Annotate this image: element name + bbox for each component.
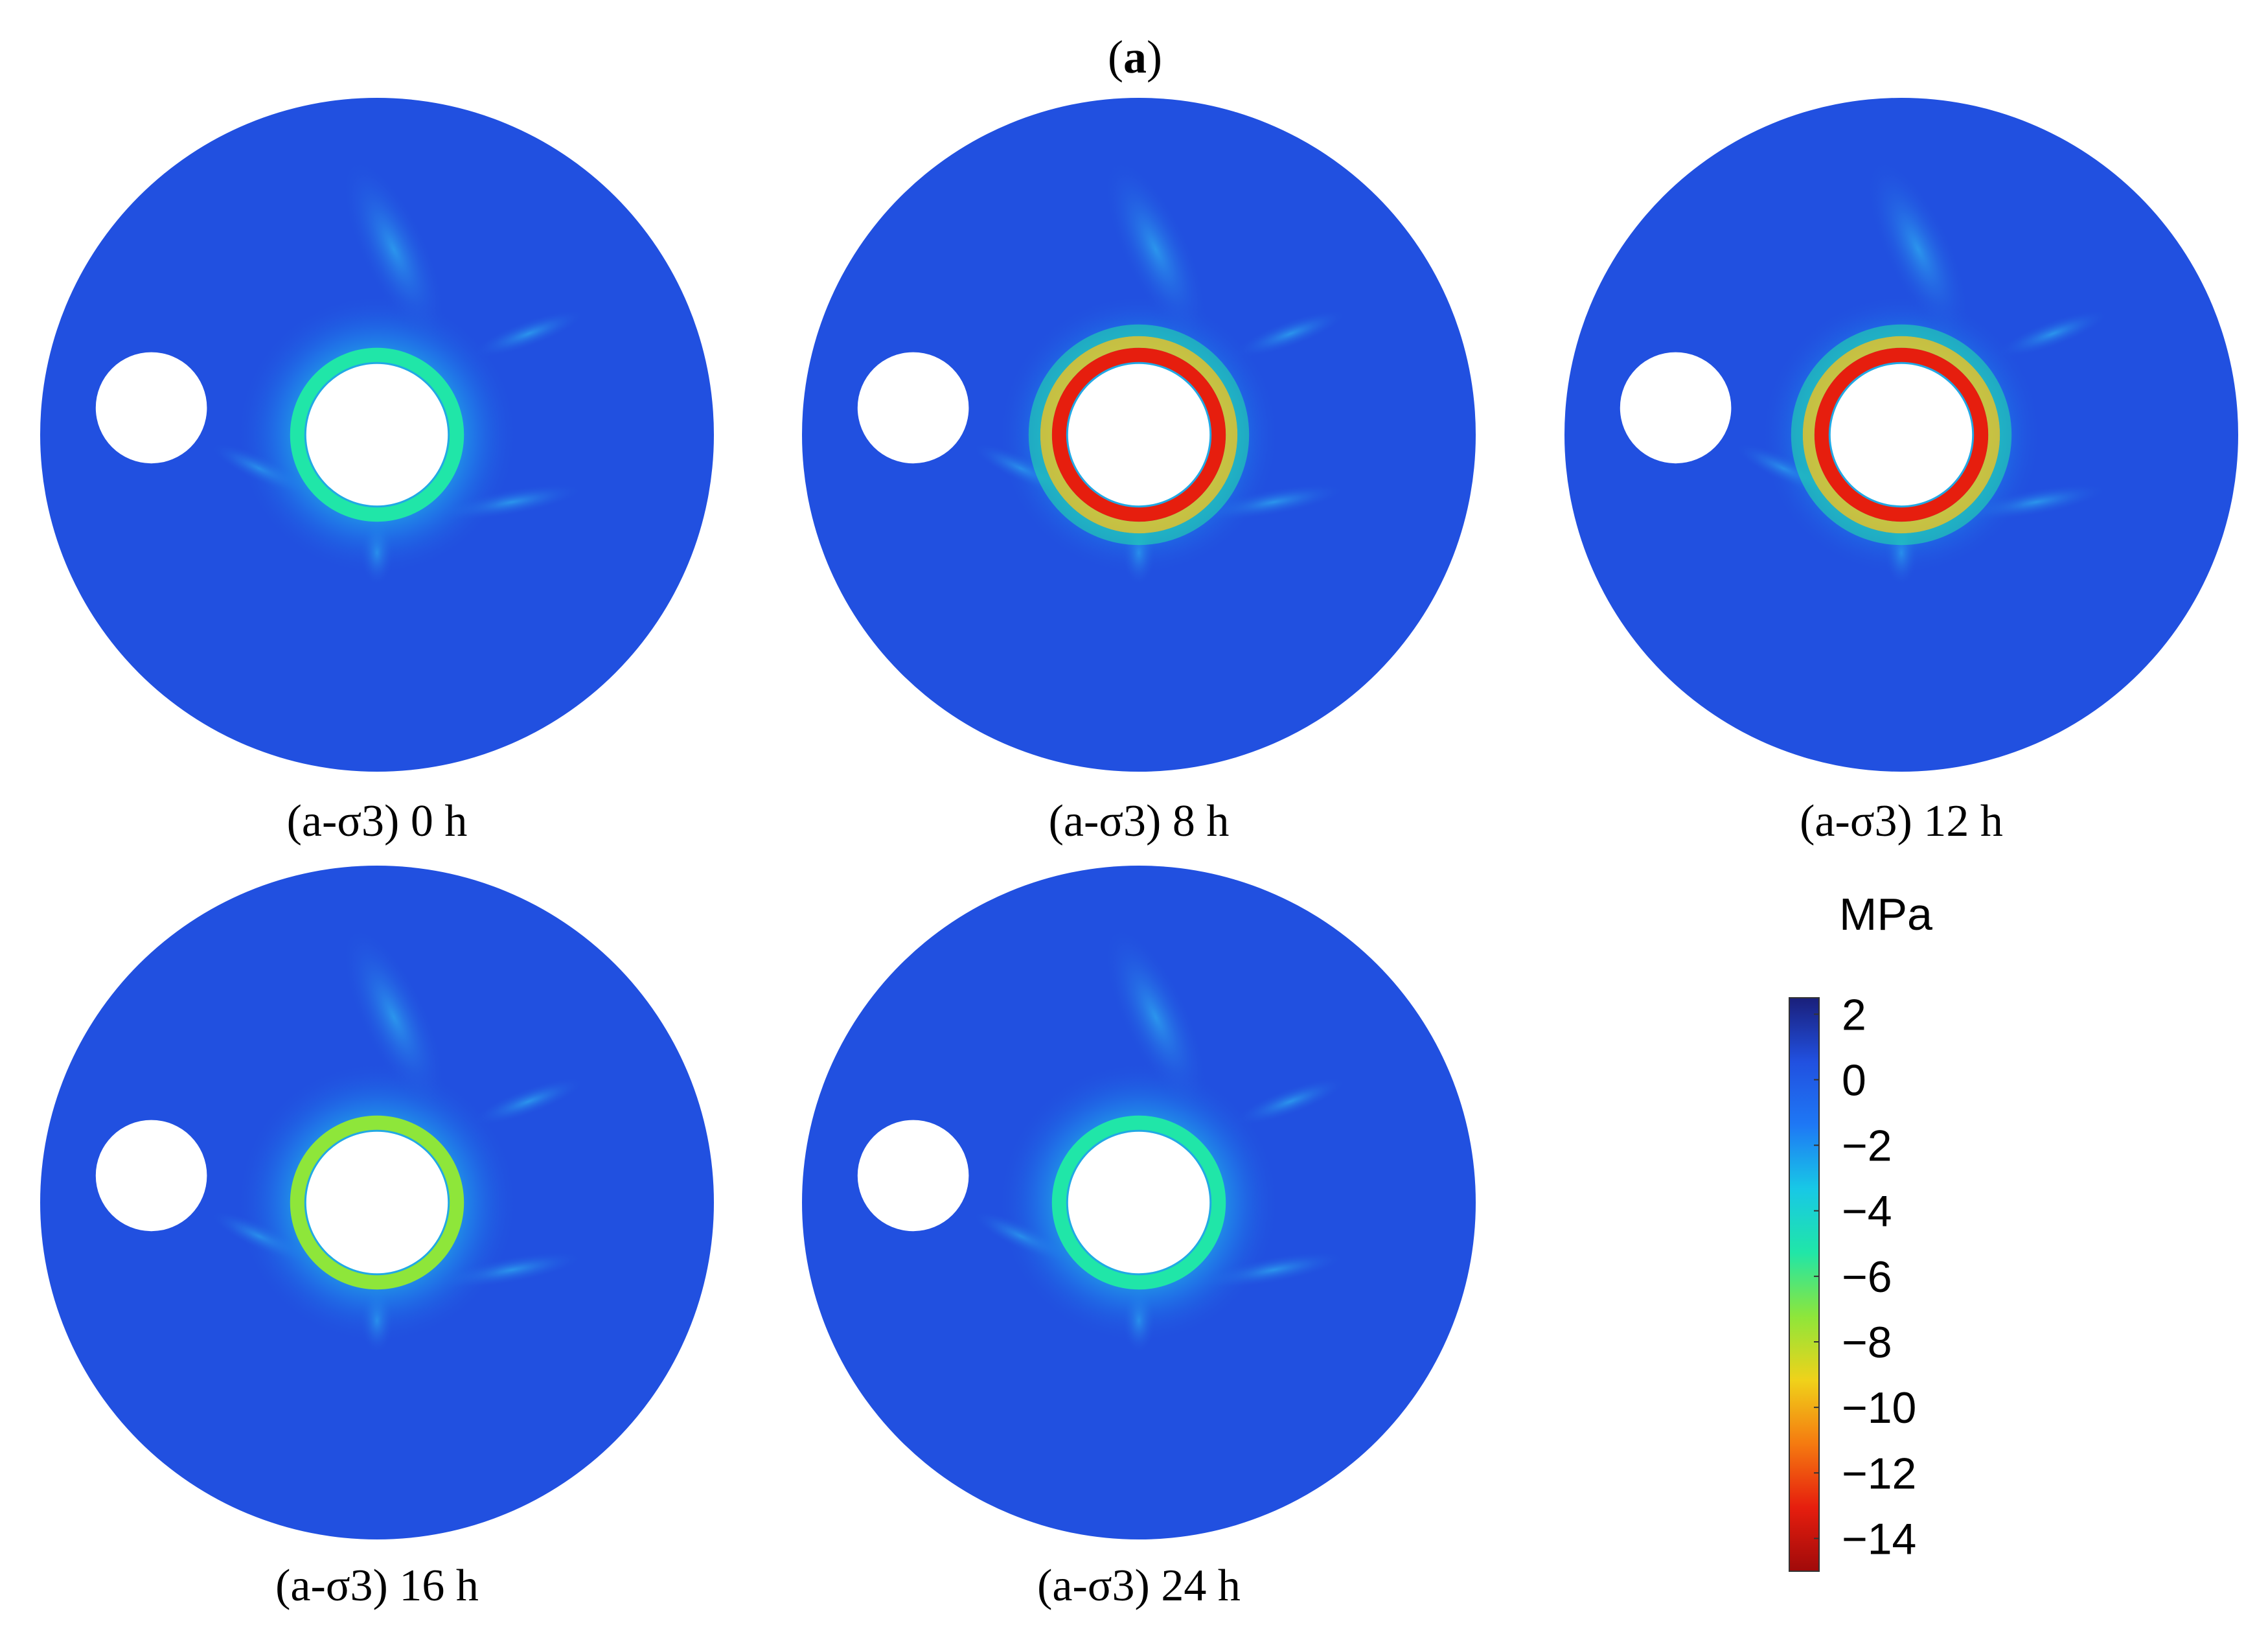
colorbar-tick-label: −6: [1842, 1252, 1892, 1302]
stress-transition-ring: [1802, 336, 2000, 534]
panel-caption: (a-σ3) 12 h: [1800, 796, 2003, 846]
stress-concentration-ring: [1051, 347, 1226, 522]
colorbar-tick-label: −8: [1842, 1318, 1892, 1367]
colorbar-tick-label: −10: [1842, 1383, 1916, 1433]
stress-transition-ring: [1040, 336, 1238, 534]
panel-caption: (a-σ3) 8 h: [1049, 796, 1230, 846]
fracture-streak: [1865, 156, 1971, 343]
side-tunnel-opening: [857, 1120, 969, 1232]
colorbar-tick-label: −4: [1842, 1187, 1892, 1236]
main-tunnel-opening: [306, 363, 448, 506]
side-tunnel-opening: [95, 352, 207, 464]
panel-0h: (a-σ3) 0 h: [40, 98, 714, 846]
panel-16h: (a-σ3) 16 h: [40, 866, 714, 1611]
fracture-streak: [1233, 1077, 1348, 1126]
fracture-streak: [341, 156, 447, 343]
panel-8h: (a-σ3) 8 h: [802, 98, 1476, 846]
main-tunnel-opening: [1068, 363, 1210, 506]
colorbar-unit: MPa: [1839, 889, 1932, 939]
stress-concentration-ring: [290, 1115, 464, 1290]
fracture-streak: [1995, 309, 2111, 358]
stress-concentration-ring: [1814, 347, 1989, 522]
panel-24h: (a-σ3) 24 h: [802, 866, 1476, 1611]
stress-outer-ring: [1791, 324, 2012, 546]
panel-caption: (a-σ3) 24 h: [1037, 1561, 1241, 1611]
fracture-streak: [1233, 309, 1348, 358]
colorbar-gradient: [1789, 997, 1820, 1572]
stress-concentration-ring: [1051, 1115, 1226, 1290]
fracture-streak: [1103, 924, 1209, 1111]
stress-concentration-ring: [290, 347, 464, 522]
main-tunnel-opening: [306, 1131, 448, 1274]
colorbar-tick-label: −14: [1842, 1514, 1916, 1563]
fracture-streak: [341, 924, 447, 1111]
colorbar-tick-label: −2: [1842, 1122, 1892, 1171]
stress-outer-ring: [1028, 324, 1250, 546]
main-tunnel-opening: [1830, 363, 1973, 506]
colorbar-tick-label: −12: [1842, 1449, 1916, 1498]
fracture-streak: [1103, 156, 1209, 343]
colorbar-tick-label: 0: [1842, 1055, 1866, 1105]
fracture-streak: [471, 309, 586, 358]
figure-label: (a): [1108, 31, 1162, 83]
panel-12h: (a-σ3) 12 h: [1564, 98, 2238, 846]
side-tunnel-opening: [1620, 352, 1732, 464]
side-tunnel-opening: [95, 1120, 207, 1232]
stress-panels: (a-σ3) 0 h (a-σ3) 8 h (a-σ3) 12 h (a-σ3) 16…: [40, 98, 2238, 1611]
panel-caption: (a-σ3) 16 h: [275, 1561, 479, 1611]
panel-caption: (a-σ3) 0 h: [287, 796, 468, 846]
fracture-streak: [471, 1077, 586, 1126]
main-tunnel-opening: [1068, 1131, 1210, 1274]
colorbar: MPa 2 0 −2 −4 −6 −8 −10 −12 −14: [1789, 889, 1932, 1572]
side-tunnel-opening: [857, 352, 969, 464]
colorbar-tick-label: 2: [1842, 990, 1866, 1039]
